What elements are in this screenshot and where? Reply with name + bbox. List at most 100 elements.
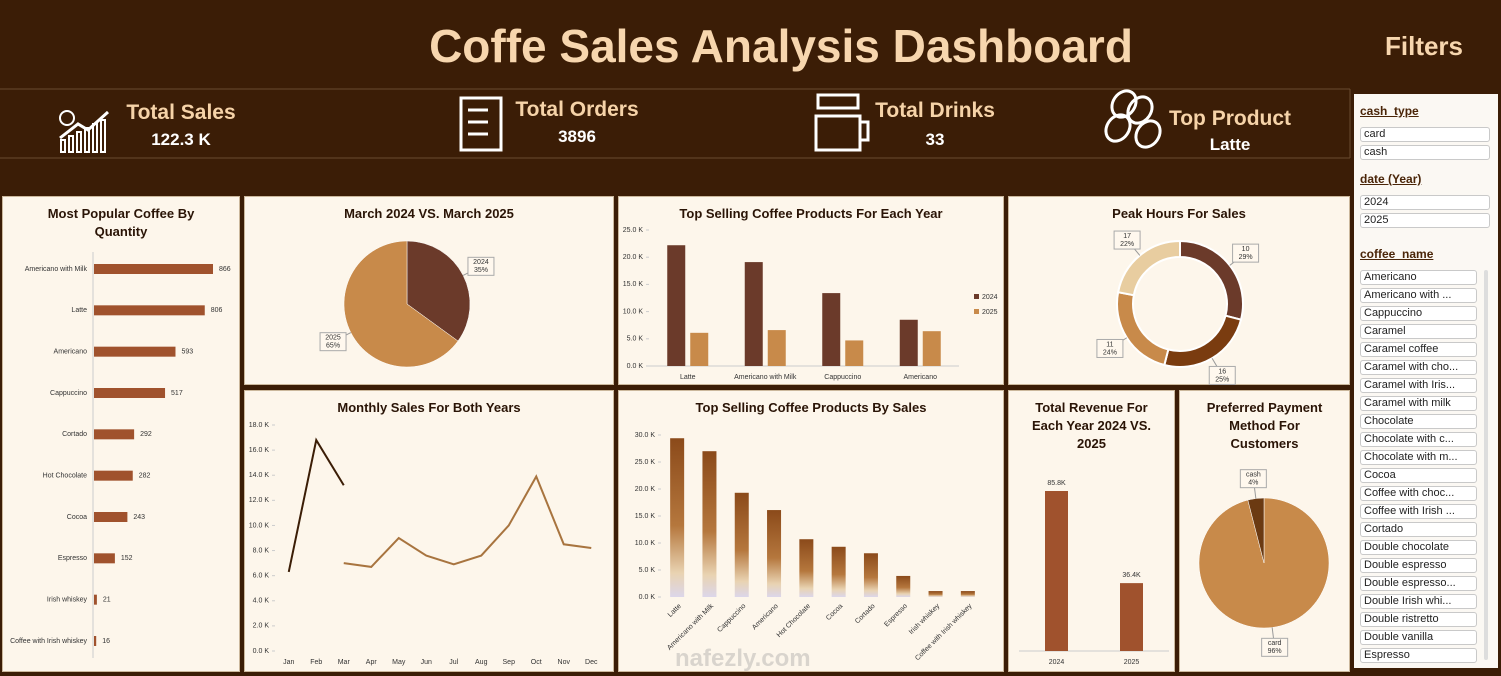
filter-item[interactable]: 2025 xyxy=(1360,213,1490,228)
filter-item[interactable]: Caramel xyxy=(1360,324,1477,339)
category-label: Irish whiskey xyxy=(47,597,88,604)
filter-item[interactable]: Coffee with Irish ... xyxy=(1360,504,1477,519)
icon xyxy=(459,96,503,152)
slice-value-label: 4% xyxy=(1248,480,1258,487)
value-label: 152 xyxy=(121,555,133,562)
x-tick-label: Apr xyxy=(366,659,378,666)
chart-title: Top Selling Coffee Products By Sales xyxy=(695,400,927,415)
kpi-value: 33 xyxy=(925,130,945,149)
filter-item[interactable]: Americano with ... xyxy=(1360,288,1477,303)
filter-item[interactable]: Double ristretto xyxy=(1360,612,1477,627)
value-label: 517 xyxy=(171,390,183,397)
bar xyxy=(690,332,709,366)
chart-panel: card 96% cash 4% Preferred Payment Method Fo… xyxy=(1179,390,1350,672)
x-tick-label: Cocoa xyxy=(825,603,844,622)
x-tick-label: Americano with Milk xyxy=(734,374,797,381)
chart-title: Preferred Payment Method For Customers xyxy=(1206,400,1323,451)
bar xyxy=(767,510,782,597)
icon xyxy=(60,139,66,153)
x-tick-label: Dec xyxy=(585,659,598,666)
filter-item[interactable]: cash xyxy=(1360,145,1490,160)
slice-label: 11 xyxy=(1106,341,1113,348)
x-tick-label: Espresso xyxy=(883,603,909,629)
bar xyxy=(94,388,166,398)
y-tick-label: 5.0 K xyxy=(627,336,644,343)
icon xyxy=(100,119,106,153)
icon xyxy=(1134,119,1162,149)
label-box xyxy=(467,256,495,276)
filter-item[interactable]: Cortado xyxy=(1360,522,1477,537)
y-tick-label: 20.0 K xyxy=(635,486,656,493)
x-tick-label: Nov xyxy=(558,659,571,666)
kpi-label: Top Product xyxy=(1168,107,1292,130)
bar xyxy=(767,330,786,366)
filter-item[interactable]: Chocolate with m... xyxy=(1360,450,1477,465)
filter-field: date (Year) xyxy=(1360,172,1422,186)
value-label: 85.8K xyxy=(1047,480,1066,487)
filter-item[interactable]: Cappuccino xyxy=(1360,306,1477,321)
slice-label: 10 xyxy=(1242,246,1250,253)
bar xyxy=(831,546,846,597)
chart-title: Top Selling Coffee Products For Each Yea… xyxy=(679,206,943,221)
filter-item[interactable]: Double chocolate xyxy=(1360,540,1477,555)
value-label: 593 xyxy=(181,349,193,356)
bar xyxy=(94,429,135,440)
x-tick-label: Latte xyxy=(680,374,696,381)
label-box xyxy=(1113,230,1141,250)
filter-item[interactable]: Caramel with milk xyxy=(1360,396,1477,411)
value-label: 243 xyxy=(133,514,145,521)
bar xyxy=(702,451,717,597)
category-label: Americano with Milk xyxy=(25,266,88,273)
filter-item[interactable]: Double espresso xyxy=(1360,558,1477,573)
bar xyxy=(94,594,97,605)
slice-label: 2025 xyxy=(325,335,341,342)
y-tick-label: 25.0 K xyxy=(623,227,644,234)
bar xyxy=(667,245,686,366)
chart-panel: 0.0 K 5.0 K 10.0 K 15.0 K 20.0 K 25.0 K Latte A… xyxy=(618,196,1004,385)
filter-item[interactable]: Caramel with Iris... xyxy=(1360,378,1477,393)
x-tick-label: Jan xyxy=(283,659,294,666)
bar xyxy=(744,262,763,366)
icon xyxy=(59,110,110,140)
bar xyxy=(896,575,911,597)
bar xyxy=(94,305,205,316)
filter-item[interactable]: card xyxy=(1360,127,1490,142)
x-tick-label: Latte xyxy=(667,603,683,619)
slice-value-label: 22% xyxy=(1120,241,1134,248)
bar xyxy=(94,346,176,357)
filter-field: coffee_name xyxy=(1360,247,1434,261)
filter-item[interactable]: Cocoa xyxy=(1360,468,1477,483)
x-tick-label: Oct xyxy=(531,659,542,666)
filter-item[interactable]: Caramel coffee xyxy=(1360,342,1477,357)
bar xyxy=(1045,491,1068,651)
slice-label: 16 xyxy=(1218,368,1226,375)
x-tick-label: 2025 xyxy=(1124,659,1140,666)
filter-item[interactable]: Espresso xyxy=(1360,648,1477,663)
chart-canvas: 0.0 K 2.0 K 4.0 K 6.0 K 8.0 K 10.0 K 12.0 K 14.… xyxy=(249,422,598,666)
y-tick-label: 10.0 K xyxy=(623,308,644,315)
x-tick-label: May xyxy=(392,659,406,666)
chart-panel: 0.0 K 5.0 K 10.0 K 15.0 K 20.0 K 25.0 K 30.0 K… xyxy=(618,390,1004,672)
bar xyxy=(670,438,685,597)
x-tick-label: Jul xyxy=(449,659,458,666)
filter-item[interactable]: Double espresso... xyxy=(1360,576,1477,591)
chart-title: Monthly Sales For Both Years xyxy=(337,400,521,415)
y-tick-label: 8.0 K xyxy=(253,547,270,554)
chart-canvas: 85.8K 2024 36.4K 2025 xyxy=(1019,480,1169,666)
filter-item[interactable]: 2024 xyxy=(1360,195,1490,210)
filter-item[interactable]: Chocolate xyxy=(1360,414,1477,429)
chart-canvas: 0.0 K 5.0 K 10.0 K 15.0 K 20.0 K 25.0 K Latte A… xyxy=(623,227,998,381)
y-tick-label: 16.0 K xyxy=(249,447,270,454)
filter-item[interactable]: Double Irish whi... xyxy=(1360,594,1477,609)
bar xyxy=(799,539,814,597)
filter-item[interactable]: Double vanilla xyxy=(1360,630,1477,645)
x-tick-label: Americano xyxy=(904,374,938,381)
filter-item[interactable]: Caramel with cho... xyxy=(1360,360,1477,375)
slice xyxy=(1116,291,1170,367)
filter-item[interactable]: Coffee with choc... xyxy=(1360,486,1477,501)
filter-item[interactable]: Chocolate with c... xyxy=(1360,432,1477,447)
filter-item[interactable]: Americano xyxy=(1360,270,1477,285)
value-label: 282 xyxy=(139,473,151,480)
chart-title: Peak Hours For Sales xyxy=(1112,206,1246,221)
